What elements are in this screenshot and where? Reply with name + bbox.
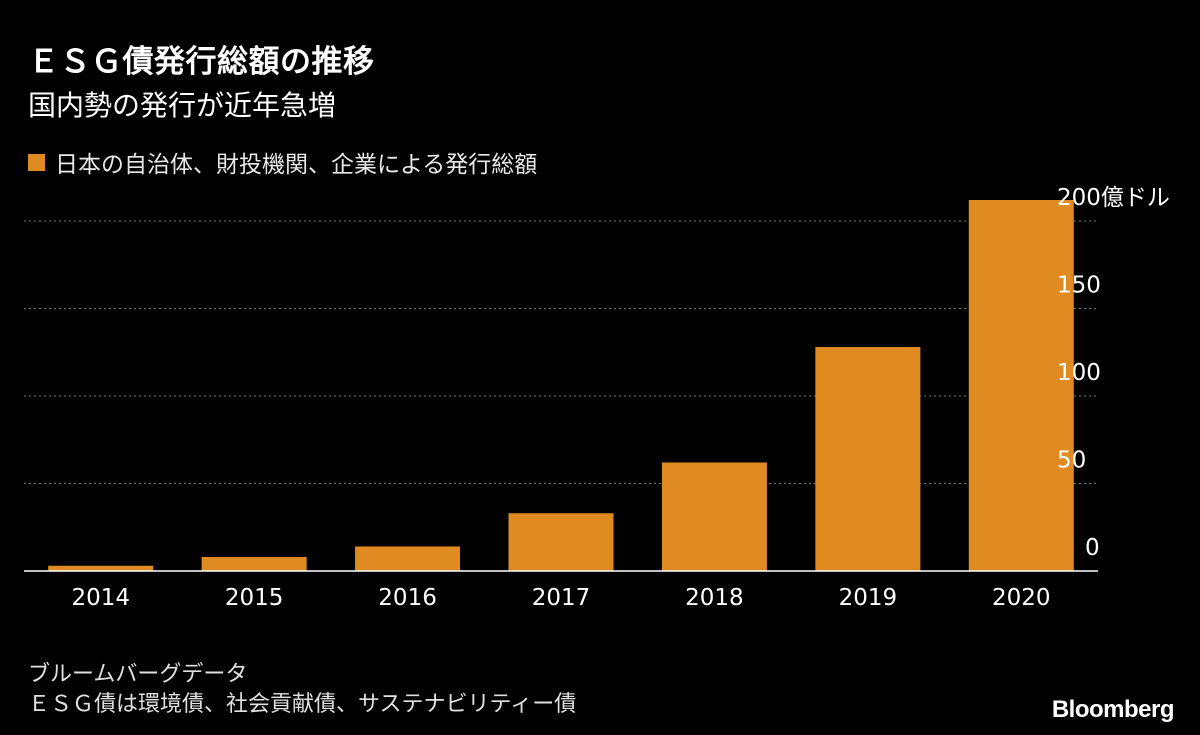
x-tick-label: 2019 [839, 585, 898, 611]
bar-2016 [355, 546, 461, 571]
y-tick-label: 50 [1057, 448, 1086, 474]
bar-2014 [48, 565, 154, 571]
x-tick-label: 2017 [532, 585, 591, 611]
y-tick-label: 150 [1057, 273, 1101, 299]
x-tick-label: 2015 [225, 585, 284, 611]
bar-2015 [201, 557, 307, 571]
x-tick-label: 2016 [378, 585, 437, 611]
x-tick-label: 2014 [71, 585, 130, 611]
bar-2018 [661, 462, 767, 571]
bar-2017 [508, 513, 614, 571]
legend-swatch [28, 153, 45, 171]
chart-subtitle: 国内勢の発行が近年急増 [28, 89, 337, 122]
source-note: ブルームバーグデータ [28, 662, 248, 687]
bar-2020 [968, 200, 1074, 571]
definition-note: ＥＳＧ債は環境債、社会貢献債、サステナビリティー債 [28, 692, 577, 717]
x-tick-label: 2020 [992, 585, 1051, 611]
chart-title: ＥＳＧ債発行総額の推移 [28, 44, 375, 80]
x-tick-label: 2018 [685, 585, 744, 611]
y-tick-label: 100 [1057, 360, 1101, 386]
bar-2019 [815, 347, 921, 571]
y-tick-labels: 0 50 100 150 200億ドル [1057, 185, 1170, 561]
y-tick-label: 200億ドル [1057, 185, 1170, 211]
x-tick-labels: 2014 2015 2016 2017 2018 2019 2020 [71, 585, 1050, 611]
chart-legend: 日本の自治体、財投機関、企業による発行総額 [28, 145, 537, 179]
grid-lines [24, 220, 1098, 484]
bloomberg-logo: Bloomberg [1051, 696, 1175, 723]
y-tick-label: 0 [1085, 535, 1100, 561]
legend-label: 日本の自治体、財投機関、企業による発行総額 [55, 152, 538, 178]
bars [48, 200, 1074, 571]
